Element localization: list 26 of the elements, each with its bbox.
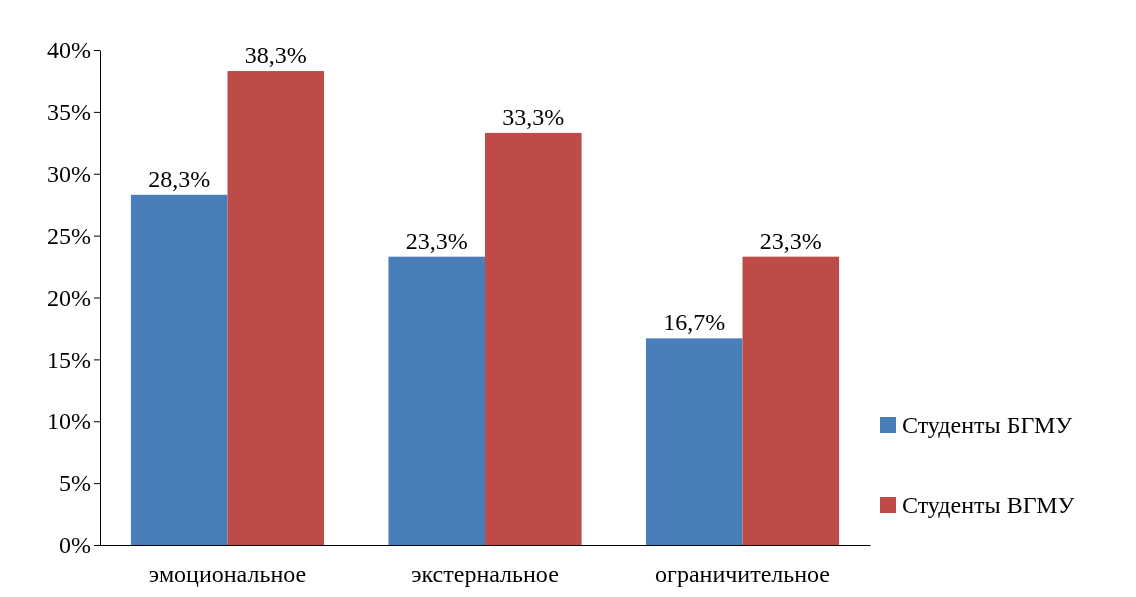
bar: [227, 71, 325, 545]
y-tick-label: 20%: [47, 284, 91, 311]
data-label: 16,7%: [663, 309, 726, 336]
y-tick-label: 15%: [47, 346, 91, 373]
bar: [742, 256, 840, 545]
bar: [485, 132, 582, 545]
bar: [388, 256, 485, 545]
y-tick-label: 40%: [47, 37, 91, 64]
y-tick-label: 25%: [47, 222, 91, 249]
y-tick-label: 10%: [47, 408, 91, 435]
y-tick-label: 35%: [47, 99, 91, 126]
legend-label: Студенты БГМУ: [902, 412, 1073, 438]
data-label: 28,3%: [148, 165, 211, 192]
data-label: 33,3%: [502, 103, 565, 130]
legend-label: Студенты ВГМУ: [902, 492, 1075, 518]
data-label: 23,3%: [759, 227, 822, 254]
y-tick-label: 5%: [59, 470, 91, 497]
x-tick-label: эмоциональное: [148, 560, 307, 587]
y-tick-label: 0%: [59, 532, 91, 559]
bar: [130, 194, 228, 545]
x-tick-label: ограничительное: [655, 560, 830, 587]
x-tick-label: экстернальное: [411, 560, 559, 587]
y-tick-label: 30%: [47, 160, 91, 187]
data-label: 38,3%: [244, 42, 307, 69]
bar: [645, 338, 743, 545]
data-label: 23,3%: [405, 227, 468, 254]
